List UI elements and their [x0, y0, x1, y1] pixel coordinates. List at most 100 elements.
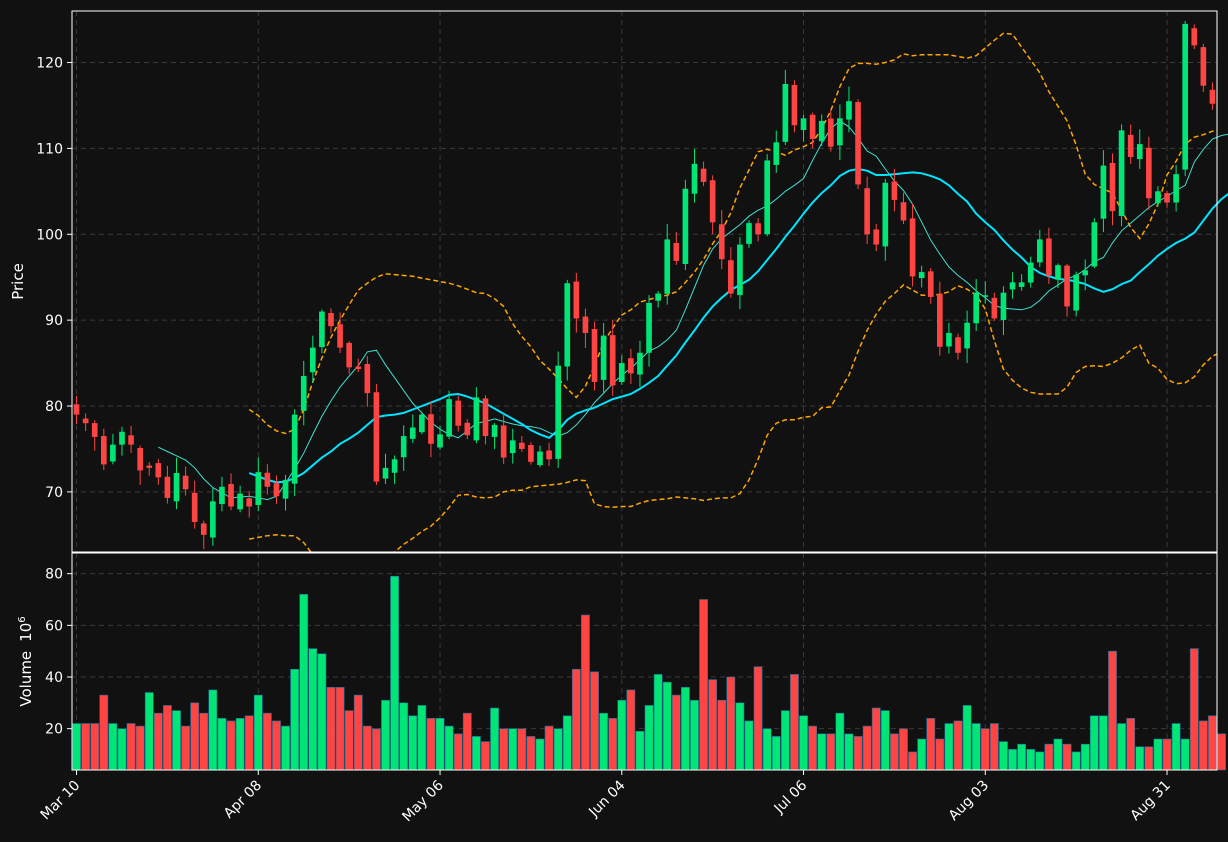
candle-body	[918, 272, 925, 279]
candle-body	[119, 431, 125, 445]
volume-bar	[471, 736, 481, 771]
volume-bar	[726, 676, 736, 771]
candle-body	[1055, 265, 1061, 280]
volume-tick-label: 60	[45, 618, 63, 634]
candle-body	[373, 392, 380, 482]
candle-body	[964, 322, 970, 349]
candle-body	[82, 418, 89, 424]
volume-bar	[81, 723, 91, 771]
volume-bar	[208, 689, 218, 771]
candle-body	[818, 120, 825, 142]
volume-bar	[935, 738, 945, 771]
candle-body	[419, 414, 425, 433]
candle-body	[1127, 134, 1134, 157]
volume-bar	[217, 718, 227, 771]
volume-bar	[662, 681, 672, 771]
candle-body	[1118, 130, 1125, 217]
candle-body	[428, 414, 434, 444]
volume-bar	[962, 705, 972, 771]
x-tick-label: Aug 31	[1127, 778, 1173, 824]
volume-axis-exponent-base: 10	[17, 623, 35, 642]
bollinger-lower-line	[249, 283, 1217, 552]
x-tick-label: Apr 08	[221, 778, 265, 822]
volume-bar	[544, 725, 554, 771]
candle-body	[1209, 89, 1216, 104]
candle-body	[264, 472, 271, 487]
volume-bar	[99, 694, 109, 771]
candle-body	[1109, 162, 1116, 212]
volume-bar	[372, 728, 381, 771]
volume-bar	[272, 720, 281, 771]
candle-body	[637, 352, 643, 375]
volume-bar	[853, 736, 863, 771]
candle-body	[555, 365, 561, 459]
candle-body	[927, 271, 934, 297]
volume-bar	[90, 723, 100, 771]
volume-bar	[608, 718, 618, 771]
volume-bar	[844, 733, 854, 771]
candle-body	[337, 324, 343, 348]
candle-body	[755, 223, 761, 235]
price-panel: 70 80 90 100 110 120 Price	[9, 10, 1228, 553]
candle-body	[382, 467, 389, 479]
volume-bar	[626, 689, 636, 771]
candle-body	[837, 118, 843, 146]
candle-body	[809, 114, 816, 139]
candle-body	[1155, 191, 1161, 204]
price-tick-label: 120	[36, 56, 63, 72]
volume-bar	[980, 728, 990, 771]
volume-bar	[190, 702, 200, 771]
candle-body	[210, 501, 216, 538]
volume-bar	[244, 715, 254, 771]
volume-bar	[799, 715, 808, 771]
candle-body	[1191, 28, 1198, 46]
volume-bar	[790, 674, 799, 771]
volume-bar	[526, 736, 536, 771]
volume-bar	[989, 723, 999, 771]
volume-bar	[744, 720, 754, 771]
candle-body	[791, 84, 798, 126]
volume-bar	[181, 725, 190, 771]
volume-bar	[508, 728, 518, 771]
candle-body	[1064, 265, 1070, 307]
volume-bar	[862, 725, 872, 771]
candle-body	[1100, 165, 1107, 219]
candle-body	[164, 476, 171, 498]
candle-body	[91, 423, 98, 437]
x-tick-label: Aug 03	[946, 778, 992, 824]
candle-body	[219, 486, 225, 505]
candle-body	[1091, 222, 1098, 267]
candle-body	[937, 293, 943, 347]
candle-body	[1027, 262, 1034, 283]
price-tick-label: 100	[36, 227, 63, 243]
candle-body	[737, 244, 743, 296]
candle-body	[955, 337, 961, 353]
candle-body	[582, 316, 589, 334]
candle-body	[319, 311, 325, 348]
price-gridlines	[72, 11, 1217, 552]
volume-bar	[399, 702, 409, 771]
candle-body	[173, 472, 180, 502]
volume-bar	[1198, 720, 1208, 771]
volume-bar	[1071, 751, 1081, 771]
candle-body	[746, 223, 752, 244]
volume-axis-title: Volume	[17, 651, 35, 707]
candle-body	[573, 281, 580, 319]
volume-bar	[880, 710, 890, 771]
volume-bar	[353, 694, 363, 771]
candle-body	[1073, 274, 1079, 311]
volume-bar	[617, 699, 627, 771]
candle-body	[246, 498, 253, 507]
volume-bar	[1217, 733, 1226, 771]
volume-bar	[462, 712, 472, 771]
volume-bar	[644, 705, 654, 771]
candle-body	[1200, 47, 1207, 86]
candle-body	[228, 484, 234, 507]
candle-body	[1018, 282, 1025, 287]
volume-bar	[408, 715, 418, 771]
volume-bar	[1108, 650, 1117, 771]
volume-panel-frame	[71, 552, 1218, 771]
volume-bar	[1171, 723, 1181, 771]
candle-body	[282, 479, 289, 499]
candle-body	[346, 342, 352, 368]
